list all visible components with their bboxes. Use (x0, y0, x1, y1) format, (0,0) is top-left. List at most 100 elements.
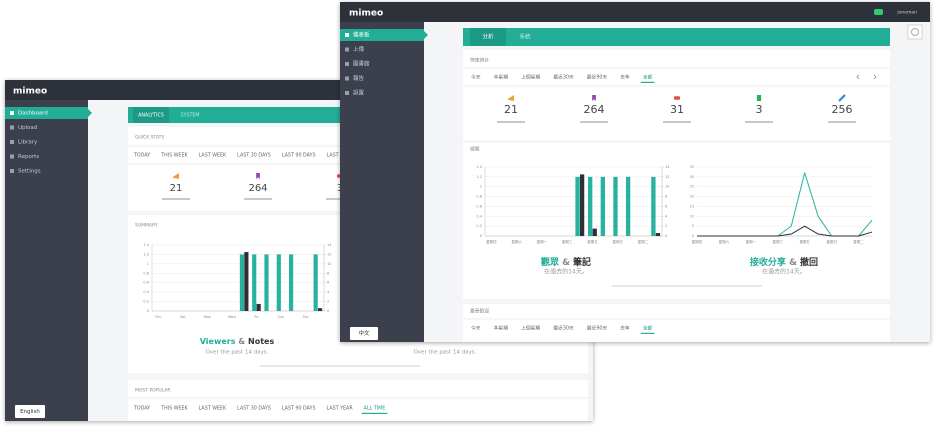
time-filter[interactable]: 本星期 (494, 325, 509, 332)
y-tick-label: 20 (690, 195, 694, 199)
stat-label (828, 121, 856, 123)
section-title: 快速統計 (470, 57, 489, 64)
nav-icon (10, 169, 14, 173)
y-tick-label: 1.2 (143, 252, 149, 256)
chart-subtitle: Over the past 14 days. (206, 350, 269, 356)
nav-icon (10, 125, 14, 130)
stat-value: 21 (170, 183, 183, 194)
nav-item[interactable]: Upload (18, 125, 37, 131)
time-filter[interactable]: LAST 90 DAYS (282, 406, 316, 412)
bar (625, 176, 631, 236)
language-label[interactable]: 中文 (358, 329, 370, 337)
sidebar (5, 100, 88, 421)
y-tick-label: 0.8 (476, 195, 482, 199)
pager-prev[interactable] (856, 74, 860, 80)
time-filter[interactable]: 全部 (643, 325, 653, 332)
chart-subtitle: Over the past 14 days. (414, 350, 477, 356)
bar (239, 254, 245, 311)
nav-item[interactable]: 圖書館 (353, 60, 370, 68)
stat-label (745, 121, 773, 123)
nav-arrow (424, 31, 428, 39)
x-tick-label: 星期五 (587, 239, 598, 244)
time-filter[interactable]: LAST YEAR (327, 153, 354, 159)
time-filter[interactable]: 今天 (471, 325, 481, 332)
pager-next[interactable] (873, 74, 877, 80)
time-filter[interactable]: TODAY (133, 406, 150, 412)
bar (288, 254, 294, 311)
tab-active (470, 28, 506, 46)
tab[interactable]: ANALYTICS (138, 113, 164, 119)
bar (613, 176, 618, 236)
time-filter[interactable]: 最近30天 (553, 325, 574, 332)
nav-item[interactable]: Dashboard (18, 111, 48, 117)
time-filter[interactable]: LAST 30 DAYS (237, 406, 271, 412)
tab[interactable]: 分析 (482, 33, 494, 41)
time-filter[interactable]: 最近30天 (553, 74, 574, 81)
stat-icon (256, 173, 260, 179)
y-tick-label: 0.8 (143, 271, 149, 275)
stat-value: 31 (670, 103, 684, 116)
nav-icon (345, 91, 349, 95)
x-tick-label: 星期四 (692, 239, 703, 244)
time-filter[interactable]: THIS WEEK (160, 153, 188, 159)
nav-item[interactable]: 設置 (353, 89, 365, 97)
active-underline (640, 332, 655, 334)
language-label[interactable]: English (20, 409, 40, 415)
time-filter[interactable]: 最近90天 (587, 325, 608, 332)
chart-caption: 觀眾 & 筆記 (541, 256, 591, 268)
nav-item[interactable]: 儀表板 (353, 31, 370, 39)
y-tick-label: 0.6 (143, 281, 149, 285)
time-filter[interactable]: LAST YEAR (327, 406, 354, 412)
y-tick-label: 30 (690, 175, 694, 179)
y-tick-label: 15 (690, 204, 694, 208)
y-tick-label: 35 (690, 165, 694, 169)
stat-value: 264 (248, 183, 267, 194)
time-filter[interactable]: 全部 (643, 74, 653, 81)
section-title: 總覽 (470, 146, 480, 153)
bar (655, 233, 661, 236)
time-filter[interactable]: 上個星期 (521, 325, 540, 332)
time-filter[interactable]: ALL TIME (364, 406, 386, 412)
time-filter[interactable]: LAST 90 DAYS (282, 153, 316, 159)
nav-icon (345, 33, 349, 37)
stat-value: 264 (584, 103, 605, 116)
gear-icon (911, 28, 919, 36)
time-filter[interactable]: THIS WEEK (160, 406, 188, 412)
bar (592, 228, 597, 236)
tab[interactable]: SYSTEM (180, 113, 199, 119)
active-underline (640, 81, 655, 83)
stat-icon (838, 94, 846, 102)
time-filter[interactable]: LAST 30 DAYS (237, 153, 271, 159)
nav-item[interactable]: Library (18, 140, 38, 146)
y-tick-label: 5 (692, 224, 694, 228)
y-tick-label: 1.4 (476, 165, 482, 169)
y2-tick-label: 6 (327, 281, 329, 285)
y-tick-label: 0 (480, 234, 482, 238)
nav-item[interactable]: Settings (18, 169, 41, 175)
time-filter[interactable]: LAST WEEK (199, 153, 227, 159)
bar (264, 254, 269, 311)
nav-item[interactable]: 上傳 (353, 45, 365, 53)
y2-tick-label: 10 (665, 185, 669, 189)
time-filter[interactable]: 最近90天 (587, 74, 608, 81)
time-filter[interactable]: 去年 (620, 325, 630, 332)
nav-active (5, 107, 88, 119)
user-menu[interactable]: joneman (896, 10, 917, 16)
x-tick-label: 星期二 (853, 239, 864, 244)
time-filter[interactable]: 今天 (471, 74, 481, 81)
y-tick-label: 1.2 (476, 175, 482, 179)
time-filter[interactable]: 上個星期 (521, 74, 540, 81)
chat-icon (874, 9, 883, 15)
nav-item[interactable]: Reports (18, 154, 39, 160)
tab[interactable]: 系統 (519, 33, 531, 41)
nav-item[interactable]: 報告 (353, 74, 365, 82)
x-tick-label: Fri (254, 315, 258, 319)
time-filter[interactable]: 去年 (620, 74, 630, 81)
time-filter[interactable]: TODAY (133, 153, 150, 159)
time-filter[interactable]: LAST WEEK (199, 406, 227, 412)
stat-icon (173, 173, 179, 179)
nav-icon (345, 62, 349, 66)
time-filter[interactable]: 本星期 (494, 74, 509, 81)
chart-subtitle: 在過去的14天。 (762, 268, 806, 276)
nav-active (340, 29, 424, 41)
